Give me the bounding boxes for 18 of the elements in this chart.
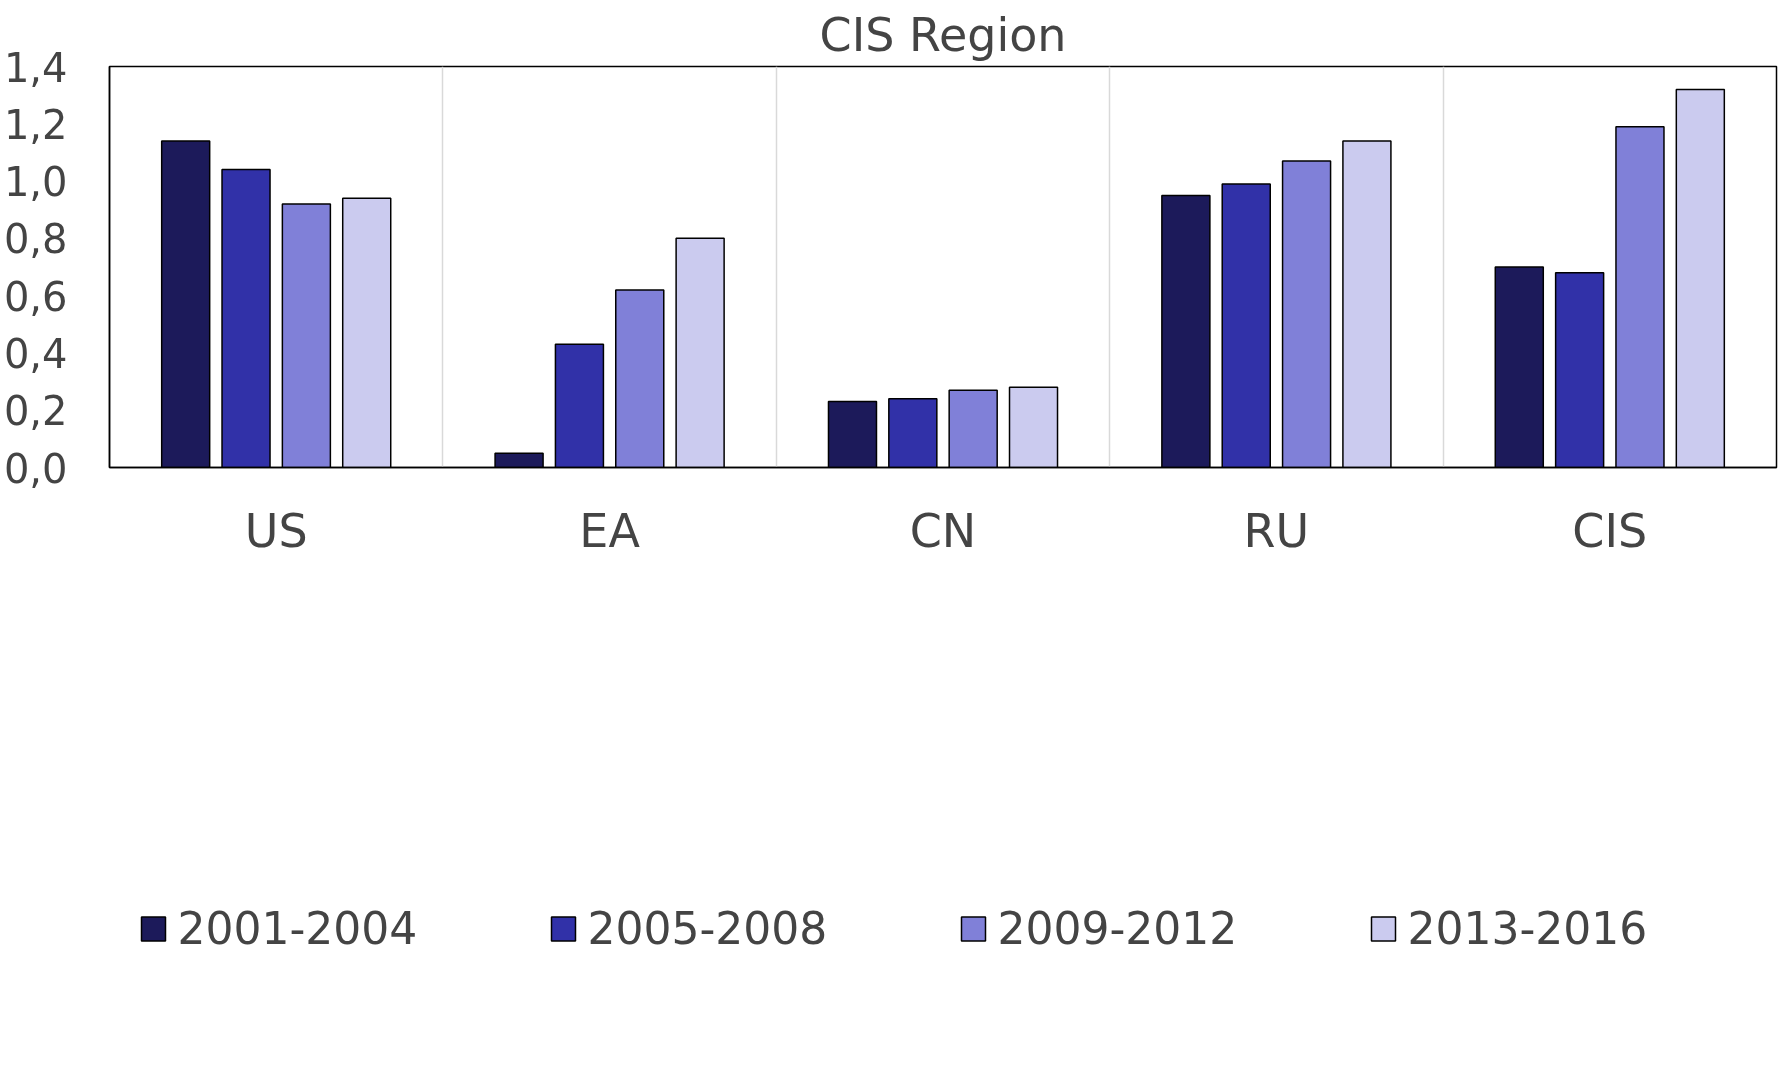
legend-label: 2013-2016	[1407, 902, 1649, 954]
legend-label: 2005-2008	[587, 902, 829, 954]
y-tick-label: 0,8	[3, 216, 68, 263]
y-tick-label: 0,4	[3, 330, 68, 377]
chart-title: CIS Region	[819, 7, 1067, 62]
x-tick-label: CIS	[1572, 503, 1648, 558]
y-tick-label: 1,0	[3, 159, 68, 206]
x-tick-label: EA	[579, 503, 641, 558]
legend-label: 2001-2004	[177, 902, 419, 954]
x-tick-label: RU	[1243, 503, 1310, 558]
y-tick-label: 0,6	[3, 273, 68, 320]
y-tick-label: 0,2	[3, 388, 68, 435]
x-tick-label: US	[244, 503, 308, 558]
x-tick-label: CN	[909, 503, 977, 558]
y-tick-label: 0,0	[3, 445, 68, 492]
y-tick-label: 1,4	[3, 44, 68, 91]
y-tick-label: 1,2	[3, 101, 68, 148]
legend-label: 2009-2012	[997, 902, 1239, 954]
